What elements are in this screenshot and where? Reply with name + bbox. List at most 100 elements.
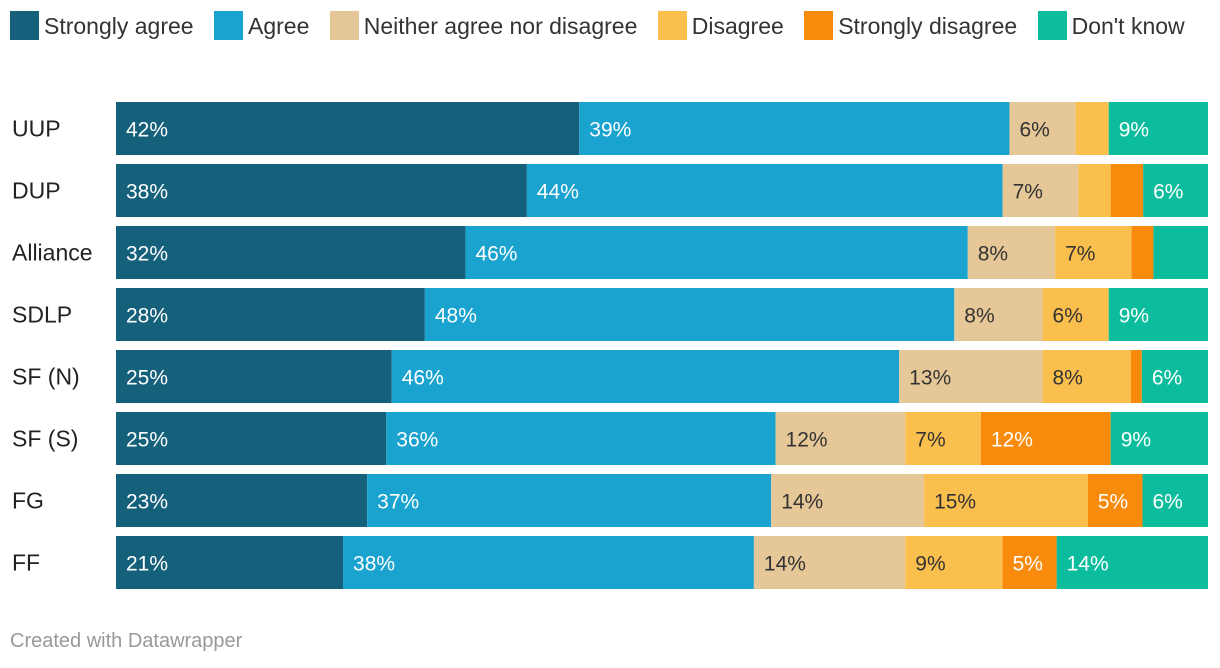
legend-swatch [1037,11,1067,40]
bar-segment-strongly-disagree [1131,226,1154,279]
data-label: 25% [126,429,168,452]
bar-segment-disagree [1075,102,1109,155]
data-label: 6% [1153,181,1183,204]
bar-segment-don-t-know [1153,226,1208,279]
bar-segment-don-t-know [1108,102,1208,155]
data-label: 7% [915,429,945,452]
legend-swatch [213,11,243,40]
bar-segment-strongly-disagree [1087,474,1143,527]
legend-item-strongly-disagree: Strongly disagree [804,11,1018,40]
bar-segment-don-t-know [1143,164,1208,217]
category-label: SF (N) [12,364,80,390]
data-label: 9% [915,553,945,576]
legend-swatch [10,11,39,40]
data-label: 39% [589,119,631,142]
bar-row-fg: FG 23% 37% 14% 15% 5% 6% [12,474,1208,527]
legend-item-disagree: Disagree [657,11,784,40]
bar-row-alliance: Alliance 32% 46% 8% 7% [12,226,1208,279]
legend-swatch [657,11,687,40]
data-label: 37% [377,491,419,514]
category-label: FG [12,488,44,514]
category-label: UUP [12,116,61,142]
bar-row-uup: UUP 42% 39% 6% 9% [12,102,1208,155]
bar-segment-agree [465,226,968,279]
data-label: 6% [1152,491,1182,514]
bar-segment-agree [579,102,1010,155]
data-label: 38% [353,553,395,576]
bar-segment-strongly-agree [116,350,392,403]
data-label: 25% [126,367,168,390]
bar-segment-strongly-agree [116,536,344,589]
bar-segment-disagree [1042,288,1109,341]
data-label: 9% [1119,119,1149,142]
legend-item-dont-know: Don't know [1037,11,1185,40]
legend-label: Disagree [691,13,784,39]
legend-swatch [804,11,834,40]
data-label: 48% [435,305,477,328]
legend-item-neither: Neither agree nor disagree [329,11,638,40]
bar-segment-neither-agree-nor-disagree [899,350,1043,403]
legend-label: Neither agree nor disagree [363,13,638,39]
bar-segment-agree [391,350,900,403]
bar-segment-strongly-agree [116,288,425,341]
data-label: 12% [991,429,1033,452]
data-label: 21% [126,553,168,576]
bar-segment-don-t-know [1141,350,1208,403]
data-label: 5% [1098,491,1128,514]
bar-segment-strongly-disagree [1110,164,1144,217]
credit-text: Created with Datawrapper [10,630,243,652]
bar-segment-strongly-disagree [1002,536,1057,589]
bar-segment-neither-agree-nor-disagree [775,412,906,465]
category-label: FF [12,550,40,576]
stacked-bar-chart: UUP 42% 39% 6% 9% DUP 38% 44% 7% 6% Alliance 32% 46%… [12,102,1208,589]
data-label: 6% [1053,305,1083,328]
bar-segment-strongly-disagree [1130,350,1142,403]
bar-segment-neither-agree-nor-disagree [954,288,1043,341]
data-label: 14% [1067,553,1109,576]
bar-row-dup: DUP 38% 44% 7% 6% [12,164,1208,217]
legend-item-agree: Agree [213,11,310,40]
data-label: 8% [978,243,1008,266]
bar-segment-neither-agree-nor-disagree [1009,102,1076,155]
data-label: 12% [786,429,828,452]
bar-segment-agree [367,474,772,527]
bar-segment-strongly-agree [116,474,368,527]
bar-segment-disagree [1042,350,1131,403]
bar-segment-agree [526,164,1003,217]
bar-segment-neither-agree-nor-disagree [753,536,906,589]
bar-segment-agree [386,412,776,465]
data-label: 38% [126,181,168,204]
data-label: 5% [1013,553,1043,576]
bar-segment-disagree [905,536,1003,589]
bar-row-sf-n: SF (N) 25% 46% 13% 8% 6% [12,350,1208,403]
bar-segment-neither-agree-nor-disagree [1002,164,1079,217]
bar-segment-don-t-know [1110,412,1208,465]
bar-segment-don-t-know [1108,288,1208,341]
category-label: Alliance [12,240,93,266]
bar-row-sdlp: SDLP 28% 48% 8% 6% 9% [12,288,1208,341]
data-label: 14% [764,553,806,576]
data-label: 8% [964,305,994,328]
data-label: 23% [126,491,168,514]
bar-segment-disagree [924,474,1088,527]
data-label: 9% [1121,429,1151,452]
data-label: 6% [1019,119,1049,142]
legend-item-strongly-agree: Strongly agree [10,11,194,40]
bar-segment-disagree [1078,164,1111,217]
data-label: 32% [126,243,168,266]
data-label: 8% [1053,367,1083,390]
bar-segment-agree [424,288,955,341]
data-label: 9% [1119,305,1149,328]
bar-segment-neither-agree-nor-disagree [967,226,1056,279]
data-label: 46% [475,243,517,266]
bar-segment-strongly-disagree [980,412,1111,465]
bar-segment-agree [343,536,754,589]
bar-segment-don-t-know [1056,536,1208,589]
bar-segment-neither-agree-nor-disagree [771,474,925,527]
legend-label: Strongly disagree [838,13,1018,39]
data-label: 28% [126,305,168,328]
data-label: 44% [537,181,579,204]
legend-label: Agree [247,13,310,39]
data-label: 13% [909,367,951,390]
data-label: 7% [1065,243,1095,266]
